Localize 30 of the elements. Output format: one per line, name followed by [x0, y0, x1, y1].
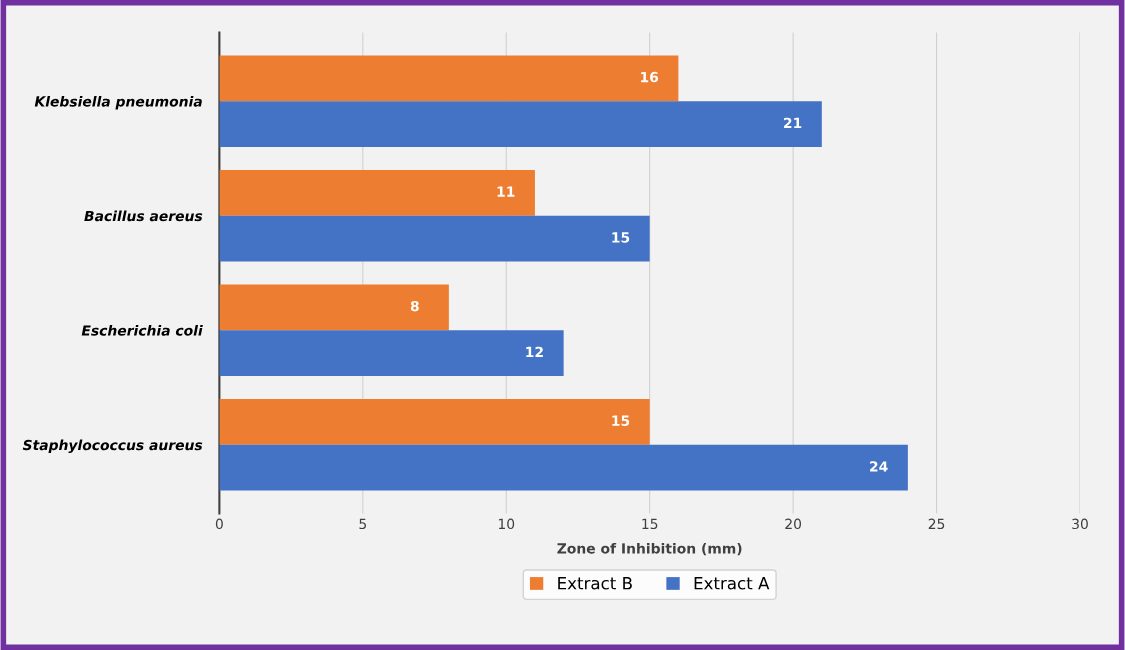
- x-tick-label: 15: [642, 518, 658, 530]
- data-label: 21: [784, 117, 802, 128]
- data-label: 15: [612, 415, 630, 426]
- x-tick-label: 30: [1072, 518, 1088, 530]
- x-axis-title: Zone of Inhibition (mm): [557, 542, 742, 556]
- data-label: 12: [526, 346, 543, 357]
- bar: [219, 169, 535, 216]
- x-tick-label: 10: [498, 518, 515, 530]
- y-tick-label: Bacillus aereus: [84, 210, 203, 222]
- x-tick-label: 25: [928, 518, 945, 530]
- bar: [219, 444, 908, 491]
- x-tick-label: 20: [785, 518, 802, 530]
- data-label: 11: [497, 186, 515, 197]
- bar: [219, 330, 564, 377]
- bar: [219, 284, 449, 331]
- y-tick-label: Staphylococcus aureus: [22, 439, 203, 454]
- x-tick-label: 5: [359, 518, 367, 530]
- data-label: 15: [612, 232, 630, 243]
- y-tick-label: Klebsiella pneumonia: [34, 95, 202, 110]
- bar: [219, 398, 650, 445]
- data-label: 8: [410, 300, 419, 312]
- x-tick-label: 0: [215, 518, 223, 530]
- bar: [219, 101, 822, 148]
- legend-label: Extract A: [694, 577, 770, 590]
- data-label: 24: [870, 461, 888, 472]
- bar: [219, 215, 650, 262]
- legend-label: Extract B: [558, 577, 632, 590]
- data-label: 16: [641, 71, 659, 83]
- y-tick-label: Escherichia coli: [81, 324, 203, 336]
- bar: [219, 55, 679, 102]
